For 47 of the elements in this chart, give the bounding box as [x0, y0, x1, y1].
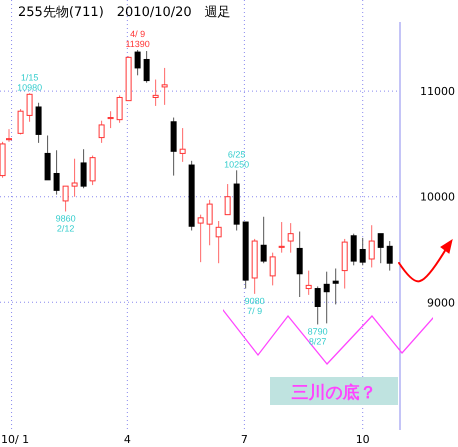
candlestick — [360, 237, 366, 266]
candlestick — [18, 108, 24, 135]
x-tick-label: 10/ 1 — [1, 433, 30, 446]
x-tick-label: 7 — [240, 433, 248, 446]
candlestick — [108, 110, 114, 129]
candlestick — [378, 233, 384, 264]
candlestick — [98, 120, 105, 144]
candlestick — [270, 252, 276, 286]
candlestick — [216, 220, 222, 264]
candlestick — [6, 128, 12, 142]
annotation: 9860 2/12 — [56, 213, 76, 234]
annotation: 8790 8/27 — [308, 326, 328, 346]
annotation: 三川の底？ — [292, 383, 376, 403]
candlestick — [180, 128, 186, 162]
candlestick — [368, 224, 375, 268]
candlestick — [206, 199, 213, 246]
candlestick — [62, 186, 69, 212]
annotation: 9080 7/ 9 — [244, 296, 265, 316]
chart-title: 255先物(711) 2010/10/20 週足 — [18, 5, 231, 20]
candlestick — [260, 216, 267, 264]
candlestick — [26, 92, 33, 122]
candlestick — [324, 271, 330, 324]
candlestick — [72, 158, 78, 198]
candlestick — [306, 270, 312, 296]
candlestick — [224, 184, 231, 216]
y-tick-label: 10000 — [420, 190, 455, 204]
candlestick — [80, 148, 87, 189]
candlestick — [54, 150, 60, 196]
candlestick — [288, 222, 294, 254]
annotation: 6/25 10250 — [224, 149, 250, 170]
candlestick — [314, 286, 321, 325]
candlestick — [278, 222, 285, 254]
y-tick-label: 11000 — [420, 85, 455, 98]
candlestick — [162, 67, 168, 106]
x-tick-label: 10 — [356, 433, 370, 446]
candlestick — [90, 155, 96, 186]
candlestick — [116, 94, 123, 124]
annotation: 1/15 10980 — [17, 72, 42, 92]
candlestick — [198, 214, 204, 263]
candlestick — [332, 268, 339, 305]
y-tick-label: 9000 — [427, 296, 455, 310]
candlestick — [386, 240, 393, 272]
x-tick-label: 4 — [124, 433, 131, 446]
candlestick — [134, 49, 141, 76]
candlestick — [152, 79, 159, 106]
candlestick — [144, 50, 150, 84]
annotation: 4/ 9 11390 — [125, 28, 150, 49]
